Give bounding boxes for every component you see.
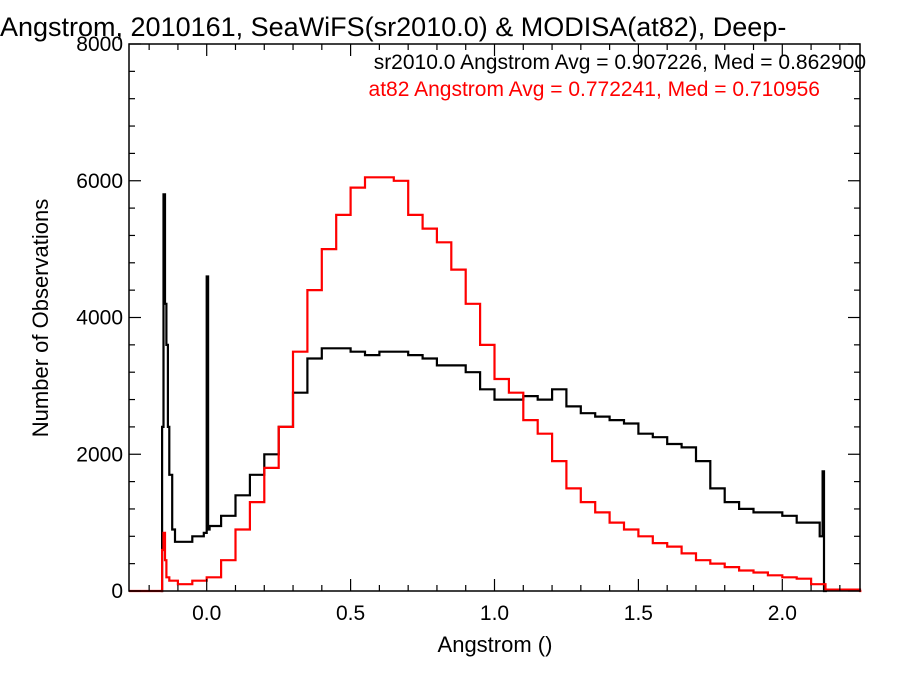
legend-annotation-sr2010: sr2010.0 Angstrom Avg = 0.907226, Med = … [374,51,866,74]
y-tick-label: 8000 [76,33,123,56]
series-line-0 [160,193,827,593]
x-tick-label: 2.0 [768,602,797,625]
x-tick-label: 1.0 [480,602,509,625]
y-tick-label: 4000 [76,307,123,330]
y-tick-label: 6000 [76,170,123,193]
x-tick-label: 1.5 [624,602,653,625]
series-line-1 [129,176,862,593]
x-tick-label: 0.0 [192,602,221,625]
legend-annotation-at82: at82 Angstrom Avg = 0.772241, Med = 0.71… [369,78,820,101]
y-axis-label: Number of Observations [28,199,53,437]
x-tick-label: 0.5 [336,602,365,625]
x-axis-label: Angstrom () [438,632,553,657]
chart-title: Angstrom, 2010161, SeaWiFS(sr2010.0) & M… [0,12,786,42]
y-tick-label: 0 [111,580,123,603]
y-tick-label: 2000 [76,443,123,466]
